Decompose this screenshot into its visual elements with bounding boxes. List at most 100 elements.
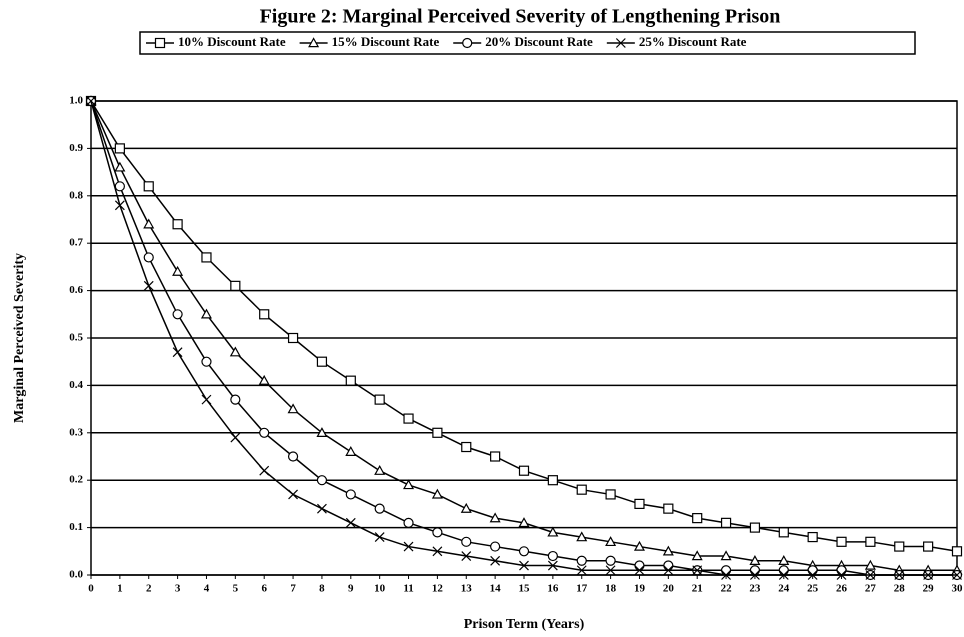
x-tick-label: 27 [865, 583, 877, 595]
data-point [114, 200, 125, 211]
x-tick-label: 17 [576, 583, 588, 595]
x-tick-label: 12 [432, 583, 444, 595]
data-point [200, 308, 212, 319]
x-tick-label: 22 [721, 583, 733, 595]
data-point [230, 394, 241, 405]
data-point [172, 265, 184, 276]
data-point [720, 565, 732, 576]
x-tick-label: 24 [778, 583, 790, 595]
y-tick-label: 0.8 [69, 189, 83, 201]
data-point [143, 181, 154, 192]
data-point [691, 550, 703, 561]
data-point [172, 219, 183, 230]
y-tick-label: 0.5 [69, 332, 83, 344]
data-point [143, 218, 155, 229]
data-point [778, 555, 790, 565]
x-tick-label: 13 [461, 583, 473, 595]
data-point [547, 526, 559, 537]
x-tick-label: 28 [894, 583, 906, 595]
data-point [201, 252, 212, 263]
data-point [778, 570, 789, 580]
data-point [345, 446, 357, 456]
data-point [547, 475, 558, 486]
data-point [721, 570, 731, 580]
x-tick-label: 7 [290, 583, 296, 595]
data-point [692, 565, 703, 576]
data-point [490, 555, 501, 566]
data-point [431, 488, 443, 499]
data-point [894, 541, 905, 552]
data-point [403, 517, 414, 528]
data-point [258, 374, 270, 385]
data-point [749, 565, 761, 576]
legend-label: 15% Discount Rate [332, 34, 440, 49]
x-tick-label: 1 [117, 583, 123, 595]
data-point [432, 427, 443, 438]
data-point [287, 332, 299, 344]
data-point [201, 356, 212, 367]
data-point [634, 498, 645, 509]
x-tick-label: 16 [547, 583, 559, 595]
data-point [490, 451, 501, 462]
data-point [605, 565, 616, 576]
data-point [172, 347, 183, 358]
data-point [750, 570, 760, 580]
legend-marker [308, 37, 320, 48]
data-point [749, 522, 761, 533]
data-point [663, 565, 674, 576]
data-point [461, 441, 472, 453]
y-tick-label: 0.2 [69, 474, 83, 486]
data-point [143, 252, 154, 263]
data-point [923, 570, 934, 580]
x-tick-label: 2 [146, 583, 152, 595]
data-point [634, 560, 645, 571]
data-point [951, 546, 963, 557]
data-point [836, 536, 847, 547]
data-point [259, 465, 270, 476]
data-point [114, 181, 125, 192]
data-point [518, 465, 530, 476]
x-tick-label: 14 [490, 583, 502, 595]
data-point [547, 550, 558, 562]
x-tick-label: 18 [605, 583, 617, 595]
legend-marker [462, 37, 473, 49]
x-tick-label: 0 [88, 583, 94, 595]
y-tick-label: 0.3 [69, 426, 83, 438]
data-point [807, 570, 818, 580]
x-tick-label: 21 [692, 583, 703, 595]
data-point [952, 570, 962, 580]
data-point [720, 550, 732, 561]
x-axis-label: Prison Term (Years) [464, 617, 585, 632]
y-tick-label: 1.0 [69, 95, 83, 107]
data-point [403, 541, 414, 552]
data-point [576, 565, 587, 576]
data-point [547, 560, 558, 571]
x-tick-label: 3 [175, 583, 181, 595]
chart-title: Figure 2: Marginal Perceived Severity of… [260, 6, 781, 28]
y-tick-label: 0.6 [69, 284, 83, 296]
data-point [605, 555, 616, 566]
x-tick-label: 9 [348, 583, 354, 595]
legend-marker [154, 37, 166, 49]
data-point [836, 565, 847, 576]
data-point [403, 479, 415, 490]
data-point [490, 541, 501, 552]
data-point [518, 546, 530, 557]
data-point [374, 532, 385, 543]
y-tick-label: 0.7 [69, 237, 83, 249]
x-tick-label: 4 [204, 583, 210, 595]
data-point [374, 394, 385, 405]
x-tick-label: 23 [749, 583, 761, 595]
data-point [663, 560, 674, 571]
legend-label: 25% Discount Rate [639, 34, 747, 49]
data-point [461, 551, 472, 561]
data-point [778, 527, 789, 538]
x-tick-label: 20 [663, 583, 675, 595]
x-tick-label: 30 [952, 583, 964, 595]
data-point [894, 570, 905, 580]
x-tick-label: 19 [634, 583, 646, 595]
data-point [605, 536, 617, 547]
y-tick-label: 0.9 [69, 142, 83, 154]
data-point [489, 512, 501, 523]
